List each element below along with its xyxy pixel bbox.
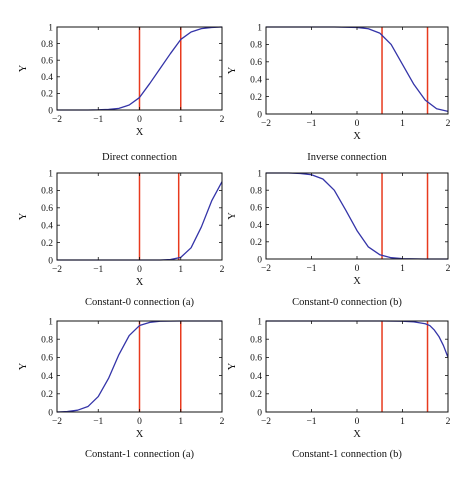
x-tick-label: −1: [306, 264, 316, 274]
y-tick-label: 0.8: [250, 336, 262, 346]
subplot-caption: Constant-0 connection (a): [85, 297, 195, 308]
x-tick-label: −2: [261, 264, 271, 274]
y-tick-label: 1: [48, 317, 53, 327]
x-tick-label: 0: [355, 417, 360, 427]
y-tick-label: 0.4: [250, 76, 262, 86]
subplot-caption: Constant-1 connection (b): [292, 449, 402, 460]
x-tick-label: −2: [261, 417, 271, 427]
y-tick-label: 0.2: [250, 238, 262, 248]
plot-frame: [265, 26, 449, 115]
y-tick-label: 0.2: [250, 390, 262, 400]
subplot-5: −2 −1 0 1 2 0 0.2 0.4 0.6 0.8 1 X Y Constant-1 connec…: [18, 317, 225, 460]
x-tick-label: −1: [93, 417, 103, 427]
x-tick-label: 1: [178, 417, 183, 427]
y-tick-label: 0.6: [41, 57, 53, 67]
y-tick-label: 1: [257, 23, 262, 33]
series-line: [266, 26, 449, 113]
subplot-4: −2 −1 0 1 2 0 0.2 0.4 0.6 0.8 1 X Y Constant-0 connec…: [227, 169, 451, 308]
y-tick-label: 0.8: [41, 336, 53, 346]
x-tick-label: 1: [178, 115, 183, 125]
y-tick-label: 0.6: [41, 204, 53, 214]
y-tick-label: 0.4: [250, 221, 262, 231]
x-tick-label: 1: [400, 264, 405, 274]
x-tick-label: 1: [400, 119, 405, 129]
y-tick-label: 1: [48, 169, 53, 179]
y-tick-label: 1: [257, 317, 262, 327]
y-axis-label: Y: [18, 212, 29, 220]
y-tick-label: 1: [48, 23, 53, 33]
y-tick-label: 0.8: [250, 187, 262, 197]
subplot-1: −2 −1 0 1 2 0 0.2 0.4 0.6 0.8 1 X Y Direct connection: [18, 23, 225, 163]
x-tick-label: 0: [137, 417, 142, 427]
plot-frame: [265, 172, 449, 260]
y-tick-label: 0.6: [250, 58, 262, 68]
y-tick-label: 0.2: [41, 390, 53, 400]
x-tick-label: 2: [446, 417, 451, 427]
x-axis-label: X: [353, 276, 361, 287]
series-line: [266, 320, 449, 358]
series-line: [266, 172, 448, 260]
y-tick-label: 0.6: [41, 354, 53, 364]
x-tick-label: −1: [93, 115, 103, 125]
y-tick-label: 0.6: [250, 354, 262, 364]
y-tick-label: 0: [257, 110, 262, 120]
y-tick-label: 0: [257, 408, 262, 418]
y-tick-label: 0.2: [41, 239, 53, 249]
y-tick-label: 0.8: [41, 187, 53, 197]
subplot-caption: Constant-0 connection (b): [292, 297, 402, 308]
y-tick-label: 0.4: [250, 372, 262, 382]
subplot-caption: Constant-1 connection (a): [85, 449, 195, 460]
x-axis-label: X: [353, 429, 361, 440]
y-tick-label: 0.8: [250, 41, 262, 51]
subplot-caption: Inverse connection: [307, 152, 387, 163]
x-tick-label: 0: [137, 115, 142, 125]
y-tick-label: 0.4: [41, 73, 53, 83]
x-tick-label: −2: [52, 265, 62, 275]
x-tick-label: −2: [52, 417, 62, 427]
y-tick-label: 0.2: [250, 93, 262, 103]
plot-frame: [265, 320, 449, 413]
x-tick-label: 0: [355, 264, 360, 274]
x-tick-label: −2: [261, 119, 271, 129]
y-axis-label: Y: [227, 362, 238, 370]
x-tick-label: 2: [446, 264, 451, 274]
y-tick-label: 0.6: [250, 204, 262, 214]
x-tick-label: −1: [306, 417, 316, 427]
y-tick-label: 0.2: [41, 90, 53, 100]
y-tick-label: 0.4: [41, 372, 53, 382]
y-tick-label: 0: [48, 256, 53, 266]
x-axis-label: X: [136, 127, 144, 138]
y-tick-label: 1: [257, 169, 262, 179]
subplot-2: −2 −1 0 1 2 0 0.2 0.4 0.6 0.8 1 X Y Inverse connectio…: [227, 23, 451, 163]
subplot-caption: Direct connection: [102, 152, 178, 163]
y-axis-label: Y: [227, 212, 238, 220]
x-axis-label: X: [136, 429, 144, 440]
subplot-6: −2 −1 0 1 2 0 0.2 0.4 0.6 0.8 1 X Y Constant-1 connec…: [227, 317, 451, 460]
y-tick-label: 0: [48, 408, 53, 418]
x-tick-label: 2: [220, 265, 225, 275]
x-tick-label: 2: [220, 417, 225, 427]
x-axis-label: X: [136, 277, 144, 288]
x-tick-label: 1: [178, 265, 183, 275]
y-tick-label: 0.4: [41, 222, 53, 232]
y-axis-label: Y: [18, 362, 29, 370]
x-tick-label: 0: [355, 119, 360, 129]
x-tick-label: 2: [446, 119, 451, 129]
y-tick-label: 0: [257, 255, 262, 265]
subplot-3: −2 −1 0 1 2 0 0.2 0.4 0.6 0.8 1 X Y Constant-0 connec…: [18, 169, 225, 308]
x-tick-label: 1: [400, 417, 405, 427]
x-tick-label: −2: [52, 115, 62, 125]
y-axis-label: Y: [227, 66, 238, 74]
y-axis-label: Y: [18, 64, 29, 72]
x-tick-label: 0: [137, 265, 142, 275]
y-tick-label: 0: [48, 106, 53, 116]
x-tick-label: −1: [93, 265, 103, 275]
x-tick-label: −1: [306, 119, 316, 129]
x-tick-label: 2: [220, 115, 225, 125]
y-tick-label: 0.8: [41, 40, 53, 50]
x-axis-label: X: [353, 131, 361, 142]
